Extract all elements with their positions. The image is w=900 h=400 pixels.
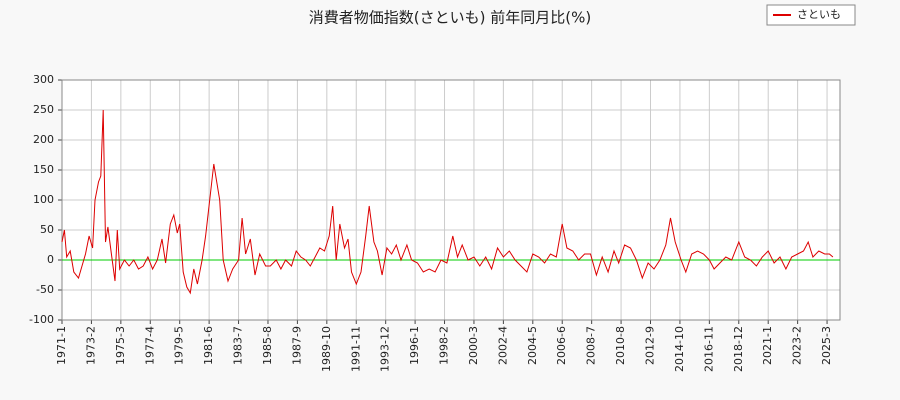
x-tick-label: 2002-4 <box>496 326 509 365</box>
x-tick-label: 1973-2 <box>84 326 97 365</box>
x-tick-label: 1971-1 <box>55 326 68 365</box>
y-tick-label: -50 <box>36 283 54 296</box>
y-tick-label: 100 <box>33 193 54 206</box>
data-line <box>61 109 834 295</box>
x-tick-label: 2000-3 <box>467 326 480 365</box>
legend-box <box>766 4 856 26</box>
y-tick-label: 250 <box>33 103 54 116</box>
y-tick-label: 0 <box>47 253 54 266</box>
x-tick-label: 2012-9 <box>644 326 657 365</box>
x-tick-label: 1977-4 <box>143 326 156 365</box>
x-tick-label: 2004-5 <box>526 326 539 365</box>
x-tick-label: 1987-9 <box>290 326 303 365</box>
x-tick-label: 1998-2 <box>438 326 451 365</box>
x-tick-label: 1991-11 <box>349 326 362 372</box>
x-tick-label: 2018-12 <box>732 326 745 372</box>
x-tick-label: 2014-10 <box>673 326 686 372</box>
x-tick-label: 2006-6 <box>555 326 568 365</box>
chart-title: 消費者物価指数(さといも) 前年同月比(%) <box>309 9 591 27</box>
y-tick-label: -100 <box>29 313 54 326</box>
x-tick-label: 2008-7 <box>585 326 598 365</box>
y-tick-label: 300 <box>33 73 54 86</box>
x-tick-label: 2025-3 <box>820 326 833 365</box>
x-tick-label: 1985-8 <box>261 326 274 365</box>
x-tick-label: 1989-10 <box>320 326 333 372</box>
x-tick-label: 1983-7 <box>232 326 245 365</box>
x-tick-label: 1996-1 <box>408 326 421 365</box>
x-tick-label: 1975-3 <box>114 326 127 365</box>
x-tick-label: 2023-2 <box>791 326 804 365</box>
plot-frame <box>61 79 841 321</box>
x-tick-label: 1979-5 <box>173 326 186 365</box>
y-tick-label: 150 <box>33 163 54 176</box>
x-tick-label: 1981-6 <box>202 326 215 365</box>
y-tick-label: 50 <box>40 223 54 236</box>
x-tick-label: 2016-11 <box>702 326 715 372</box>
y-tick-label: 200 <box>33 133 54 146</box>
x-tick-label: 2021-1 <box>761 326 774 365</box>
legend-label: さといも <box>797 8 841 21</box>
x-tick-label: 2010-8 <box>614 326 627 365</box>
x-tick-label: 1993-12 <box>379 326 392 372</box>
